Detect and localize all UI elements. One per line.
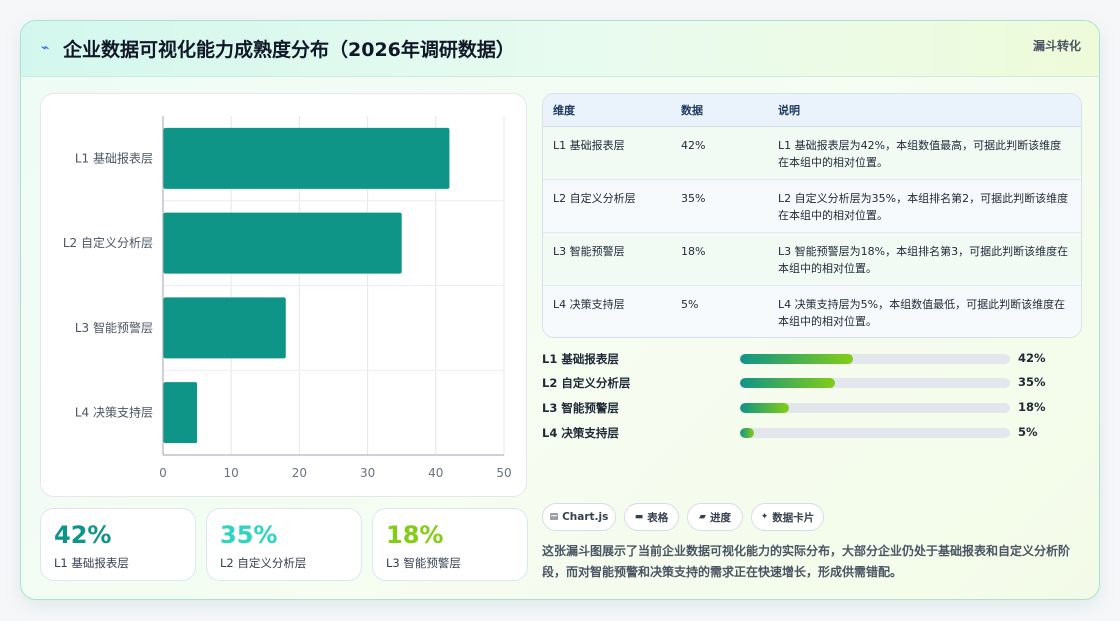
progress-track [740, 354, 1010, 364]
chip-label: Chart.js [562, 511, 609, 523]
progress-row-l2: L2 自定义分析层 35% [542, 374, 1062, 392]
progress-label: L1 基础报表层 [542, 352, 619, 366]
progress-fill [740, 428, 754, 438]
table-cell-value: 42% [671, 126, 768, 180]
page-title: 企业数据可视化能力成熟度分布（2026年调研数据） [63, 39, 515, 61]
chart-description: 这张漏斗图展示了当前企业数据可视化能力的实际分布，大部分企业仍处于基础报表和自定… [542, 544, 1071, 579]
chart-icon: ▤ [549, 512, 559, 522]
chip-table[interactable]: ▬ 表格 [624, 503, 679, 531]
dashboard-card: ⌁ 企业数据可视化能力成熟度分布（2026年调研数据） 漏斗转化 0 10 20 30… [20, 20, 1100, 600]
table-cell-value: 5% [671, 285, 768, 337]
y-category-label: L1 基础报表层 [75, 150, 153, 165]
progress-percent: 18% [1018, 400, 1046, 414]
table-cell-note: L1 基础报表层为42%，本组数值最高，可据此判断该维度在本组中的相对位置。 [768, 126, 1081, 180]
bar [163, 212, 402, 274]
column-header-note: 说明 [768, 94, 1081, 127]
progress-row-l4: L4 决策支持层 5% [542, 424, 1062, 442]
kpi-value: 18% [386, 521, 444, 549]
chip-label: 进度 [709, 511, 731, 524]
progress-fill [740, 354, 854, 364]
table-cell-note: L2 自定义分析层为35%，本组排名第2，可据此判断该维度在本组中的相对位置。 [768, 179, 1081, 233]
table-cell-value: 35% [671, 179, 768, 233]
kpi-card-l1: 42% L1 基础报表层 [40, 508, 196, 581]
data-table: 维度 数据 说明 L1 基础报表层 42% L1 基础报表层为42%，本组数值最… [542, 93, 1082, 338]
progress-row-l1: L1 基础报表层 42% [542, 350, 1062, 368]
table-cell-value: 18% [671, 232, 768, 286]
progress-row-l3: L3 智能预警层 18% [542, 399, 1062, 417]
table-header-row: 维度 数据 说明 [543, 94, 1081, 127]
x-tick-label: 20 [292, 466, 307, 480]
table-cell-note: L4 决策支持层为5%，本组数值最低，可据此判断该维度在本组中的相对位置。 [768, 285, 1081, 337]
table-cell-note: L3 智能预警层为18%，本组排名第3，可据此判断该维度在本组中的相对位置。 [768, 232, 1081, 286]
progress-fill [740, 378, 835, 388]
table-icon: ▬ [634, 512, 644, 522]
kpi-value: 42% [54, 521, 112, 549]
chip-chartjs[interactable]: ▤ Chart.js [542, 503, 616, 531]
kpi-card-l2: 35% L2 自定义分析层 [206, 508, 362, 581]
x-tick-label: 40 [428, 466, 443, 480]
table-row: L1 基础报表层 42% L1 基础报表层为42%，本组数值最高，可据此判断该维… [543, 126, 1081, 180]
table-cell-dimension: L3 智能预警层 [543, 232, 671, 286]
kpi-value: 35% [220, 521, 278, 549]
chip-progress[interactable]: ▰ 进度 [687, 503, 743, 531]
card-header: ⌁ 企业数据可视化能力成熟度分布（2026年调研数据） 漏斗转化 [21, 21, 1099, 77]
table-cell-dimension: L4 决策支持层 [543, 285, 671, 337]
column-header-data: 数据 [671, 94, 768, 127]
y-category-label: L4 决策支持层 [75, 405, 153, 420]
progress-track [740, 403, 1010, 413]
table-row: L4 决策支持层 5% L4 决策支持层为5%，本组数值最低，可据此判断该维度在… [543, 285, 1081, 337]
zigzag-icon: ⌁ [41, 40, 50, 56]
x-tick-label: 50 [496, 466, 511, 480]
kpi-label: L1 基础报表层 [54, 556, 129, 570]
x-tick-label: 10 [224, 466, 239, 480]
progress-label: L3 智能预警层 [542, 401, 619, 415]
progress-percent: 5% [1018, 425, 1038, 439]
kpi-card-l3: 18% L3 智能预警层 [372, 508, 528, 581]
progress-track [740, 428, 1010, 438]
chip-data-cards[interactable]: ✦ 数据卡片 [751, 503, 824, 531]
bar [163, 127, 450, 189]
column-header-dimension: 维度 [543, 94, 671, 127]
table-cell-dimension: L2 自定义分析层 [543, 179, 671, 233]
card-icon: ✦ [760, 512, 769, 522]
progress-icon: ▰ [699, 512, 706, 522]
progress-percent: 42% [1018, 351, 1046, 365]
bar-chart-panel: 0 10 20 30 40 50 L1 基础报表层 L2 自定义分析层 L3 智能预警层 L4 决… [40, 93, 527, 497]
chip-label: 数据卡片 [772, 511, 815, 524]
y-category-label: L2 自定义分析层 [63, 235, 153, 250]
progress-fill [740, 403, 789, 413]
bar [163, 382, 198, 444]
progress-percent: 35% [1018, 375, 1046, 389]
progress-label: L4 决策支持层 [542, 426, 619, 440]
progress-track [740, 378, 1010, 388]
kpi-label: L3 智能预警层 [386, 556, 461, 570]
chip-label: 表格 [647, 511, 669, 524]
progress-label: L2 自定义分析层 [542, 376, 631, 390]
kpi-label: L2 自定义分析层 [220, 556, 307, 570]
x-tick-label: 30 [360, 466, 375, 480]
table-cell-dimension: L1 基础报表层 [543, 126, 671, 180]
bar-chart: 0 10 20 30 40 50 L1 基础报表层 L2 自定义分析层 L3 智能预警层 L4 决… [63, 116, 512, 480]
table-row: L2 自定义分析层 35% L2 自定义分析层为35%，本组排名第2，可据此判断… [543, 179, 1081, 233]
y-category-label: L3 智能预警层 [75, 320, 153, 335]
bar [163, 297, 286, 359]
x-tick-label: 0 [159, 466, 167, 480]
chart-type-tag: 漏斗转化 [1032, 39, 1081, 53]
table-row: L3 智能预警层 18% L3 智能预警层为18%，本组排名第3，可据此判断该维… [543, 232, 1081, 286]
